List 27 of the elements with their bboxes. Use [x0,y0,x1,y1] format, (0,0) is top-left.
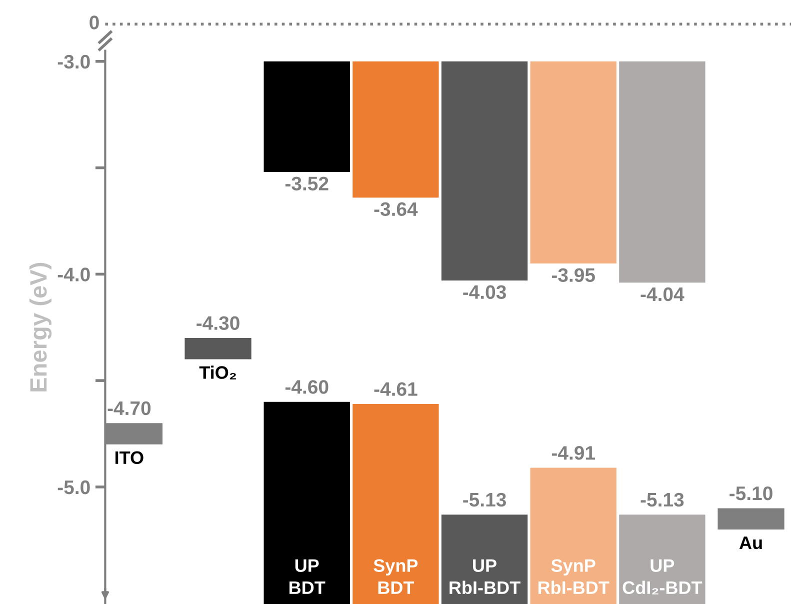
x-tick-label: Au [739,536,762,550]
annotation: -5.13 [463,492,506,507]
annotation: -5.13 [640,492,684,507]
annotation: -5.10 [730,486,772,500]
x-tick-label: SynP BDT [374,559,418,594]
annotation: -4.30 [196,316,240,330]
y-axis-title: Energy (eV) [29,262,52,392]
x-tick-label: ITO [116,451,144,464]
y-tick-label: -5.0 [58,480,90,494]
y-tick-label: -3.0 [58,54,90,69]
annotation: -4.70 [108,401,151,416]
annotation: -4.61 [374,382,418,396]
x-tick-label: UP CdI₂-BDT [622,559,702,594]
annotation: -4.04 [640,287,684,302]
annotation: -4.60 [285,380,328,394]
x-tick-label: SynP RbI-BDT [538,559,610,594]
annotation: -3.64 [374,202,418,216]
y-tick-label: -4.0 [58,268,90,282]
x-tick-label: UP BDT [290,559,326,594]
annotation: -3.95 [552,268,595,282]
text: 0 [90,16,99,30]
x-tick-label: TiO₂ [199,366,236,380]
x-tick-label: UP RbI-BDT [450,559,520,594]
annotation: -4.91 [552,446,595,460]
annotation: -4.03 [463,285,506,300]
bar [718,508,784,530]
annotation: -3.52 [285,176,328,191]
